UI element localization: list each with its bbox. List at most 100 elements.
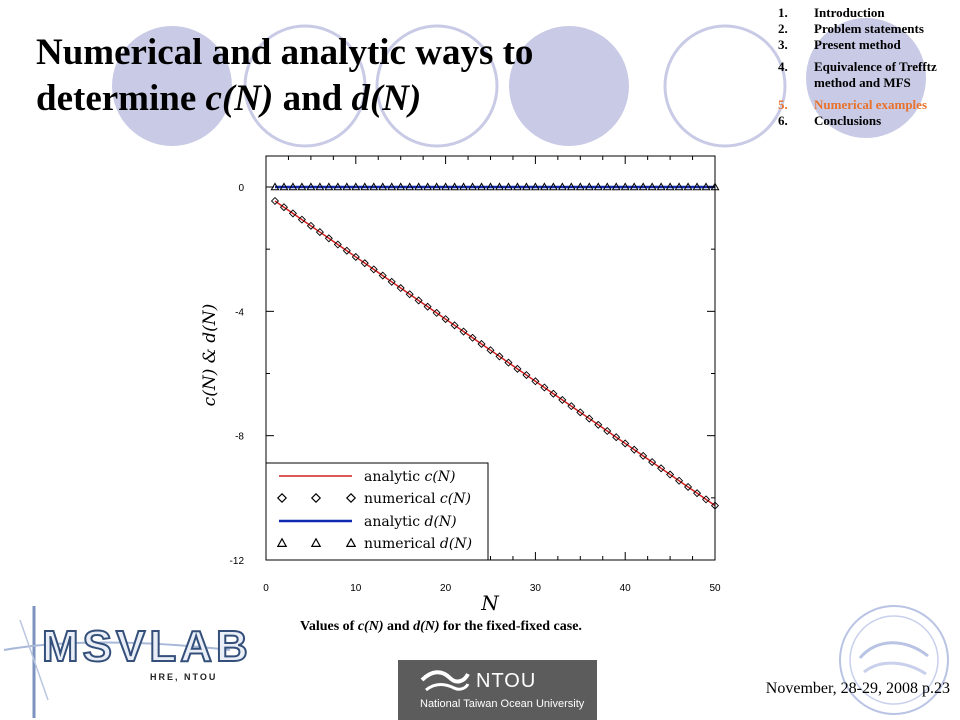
diamond-point xyxy=(387,277,396,286)
outline-list: 1. Introduction 2. Problem statements 3. Pr… xyxy=(778,5,960,129)
triangle-point xyxy=(602,182,612,191)
triangle-point xyxy=(548,182,558,191)
msvlab-logo-graphic xyxy=(3,606,231,718)
triangle-point xyxy=(665,182,675,191)
triangle-point xyxy=(351,182,361,191)
deco-circle xyxy=(806,18,926,138)
outline-num: 2. xyxy=(778,21,788,36)
deco-circle xyxy=(243,24,367,148)
triangle-point xyxy=(629,182,639,191)
diamond-point xyxy=(297,215,306,224)
triangle-point xyxy=(674,182,684,191)
x-tick-label: 0 xyxy=(263,583,269,594)
chart-marks xyxy=(270,182,720,510)
diamond-point xyxy=(576,408,585,417)
caption-mid: and xyxy=(383,619,414,634)
diamond-point xyxy=(450,321,459,330)
outline-item[interactable]: 1. Introduction xyxy=(778,5,960,21)
title-line-2-prefix: determine xyxy=(36,78,206,119)
diamond-point xyxy=(621,439,630,448)
triangle-point xyxy=(539,182,549,191)
diamond-point xyxy=(639,451,648,460)
x-tick-label: 20 xyxy=(440,583,452,594)
diamond-point xyxy=(684,482,693,491)
outline-label: Present method xyxy=(814,37,901,52)
diamond-point xyxy=(288,209,297,218)
y-tick-label: -12 xyxy=(230,556,245,567)
triangle-point xyxy=(324,182,334,191)
page-title: Numerical and analytic ways to determine… xyxy=(36,30,533,122)
outline-label: Conclusions xyxy=(814,113,882,128)
diamond-point xyxy=(342,246,351,255)
triangle-point xyxy=(530,182,540,191)
triangle-point xyxy=(360,182,370,191)
diamond-point xyxy=(657,464,666,473)
outline-item[interactable]: 3. Present method xyxy=(778,37,960,53)
deco-circle xyxy=(112,26,232,146)
series-line xyxy=(274,200,716,507)
ntou-full-name: National Taiwan Ocean University xyxy=(420,698,585,710)
background-circles xyxy=(112,18,926,148)
triangle-point xyxy=(450,182,460,191)
diamond-point xyxy=(540,383,549,392)
outline-label: Introduction xyxy=(814,5,885,20)
x-tick-label: 40 xyxy=(620,583,632,594)
legend-box xyxy=(265,462,489,561)
triangle-point xyxy=(405,182,415,191)
triangle-point xyxy=(683,182,693,191)
diamond-point xyxy=(594,420,603,429)
caption-cN: c(N) xyxy=(357,619,384,634)
legend-items: analytic c(N) numerical c(N) analytic d(N)… xyxy=(276,469,472,552)
x-tick-label: 50 xyxy=(709,583,721,594)
diamond-point xyxy=(468,333,477,342)
x-tick-label: 10 xyxy=(350,583,362,594)
outline-item[interactable]: 6. Conclusions xyxy=(778,113,960,129)
caption-dN: d(N) xyxy=(413,619,440,634)
diamond-point xyxy=(549,389,558,398)
diamond-point xyxy=(369,265,378,274)
triangle-point xyxy=(423,182,433,191)
triangle-point xyxy=(342,182,352,191)
diamond-point xyxy=(378,271,387,280)
deco-circle xyxy=(509,26,629,146)
triangle-point xyxy=(306,182,316,191)
triangle-point xyxy=(297,182,307,191)
y-tick-label: -4 xyxy=(235,307,244,318)
diamond-point xyxy=(360,259,369,268)
legend: analytic c(N) numerical c(N) analytic d(N)… xyxy=(265,462,489,561)
diamond-point xyxy=(405,290,414,299)
outline-label: Problem statements xyxy=(814,21,924,36)
diamond-point xyxy=(423,302,432,311)
triangle-point xyxy=(503,182,513,191)
outline-item[interactable]: 2. Problem statements xyxy=(778,21,960,37)
legend-marker-sample xyxy=(310,492,322,504)
ntou-wave-icon xyxy=(420,670,470,692)
x-axis-label: N xyxy=(480,591,500,615)
triangle-point xyxy=(468,182,478,191)
triangle-point xyxy=(387,182,397,191)
ntou-logo: NTOU National Taiwan Ocean University xyxy=(398,660,597,720)
outline-item-active[interactable]: 5. Numerical examples xyxy=(778,97,960,113)
legend-label: analytic d(N) xyxy=(364,514,457,530)
y-axis-label: c(N) & d(N) xyxy=(200,304,220,407)
y-tick-label: 0 xyxy=(238,183,244,194)
triangle-point xyxy=(557,182,567,191)
outline-label: Numerical examples xyxy=(814,97,928,112)
outline-item[interactable]: 4. Equivalence of Trefftz method and MFS xyxy=(778,59,960,91)
diamond-point xyxy=(558,395,567,404)
diamond-point xyxy=(333,240,342,249)
triangle-point xyxy=(477,182,486,191)
triangle-point xyxy=(486,182,495,191)
diamond-point xyxy=(567,402,576,411)
diamond-point xyxy=(495,352,504,361)
outline-num: 3. xyxy=(778,37,788,52)
triangle-point xyxy=(638,182,648,191)
diamond-point xyxy=(324,234,333,243)
title-line-1: Numerical and analytic ways to xyxy=(36,32,534,73)
triangle-point xyxy=(333,182,343,191)
triangle-point xyxy=(378,182,388,191)
msvlab-subtitle: HRE, NTOU xyxy=(150,672,218,682)
university-seal xyxy=(839,605,949,715)
diamond-point xyxy=(351,252,360,261)
